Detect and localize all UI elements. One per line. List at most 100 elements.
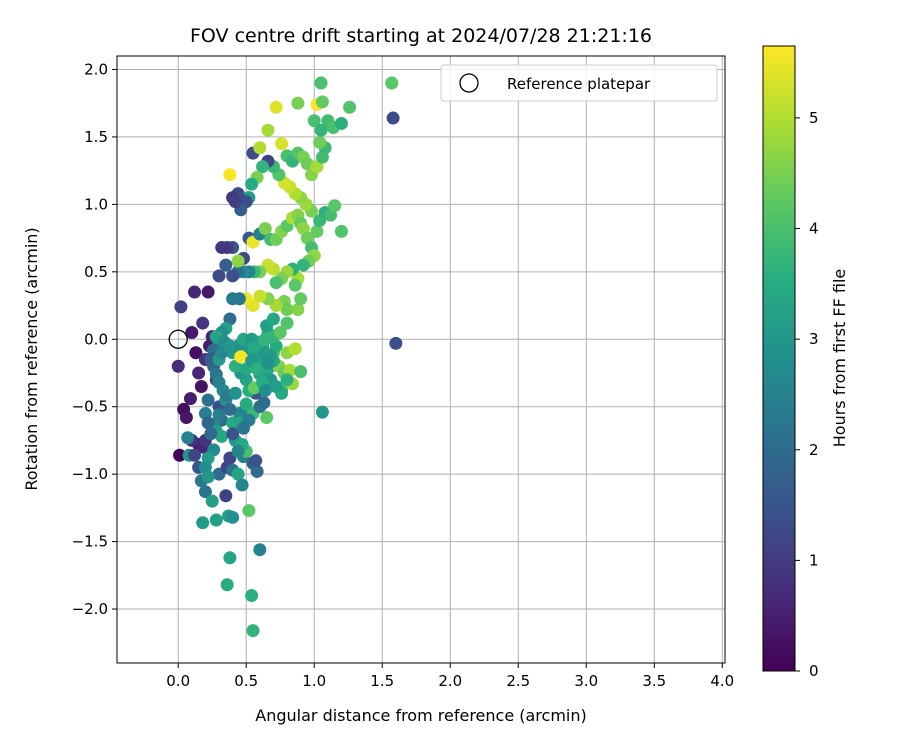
x-tick-label: 0.0 [166, 672, 190, 690]
data-point [294, 292, 308, 306]
data-point [223, 551, 237, 565]
data-point [215, 429, 229, 443]
data-points [168, 76, 403, 638]
data-point [179, 411, 193, 425]
data-point [226, 427, 240, 441]
x-tick-label: 1.0 [302, 672, 326, 690]
data-point [223, 339, 237, 353]
data-point [209, 513, 223, 527]
colorbar-tick-label: 4 [809, 220, 819, 238]
data-point [269, 379, 283, 393]
data-point [257, 396, 271, 410]
data-point [201, 470, 215, 484]
data-point [280, 316, 294, 330]
data-point [253, 289, 267, 303]
data-point [194, 379, 208, 393]
colorbar-ticks: 0 1 2 3 4 5 [795, 109, 819, 680]
data-point [280, 373, 294, 387]
colorbar-tick-label: 3 [809, 330, 819, 348]
data-point [226, 191, 240, 205]
data-point [343, 100, 357, 114]
legend-reference-marker [459, 73, 479, 93]
data-point [275, 137, 289, 151]
colorbar-tick-label: 1 [809, 551, 819, 569]
data-point [256, 160, 270, 174]
data-point [185, 326, 199, 340]
data-point [231, 467, 245, 481]
data-point [250, 464, 264, 478]
data-point [294, 365, 308, 379]
x-tick-label: 1.5 [370, 672, 394, 690]
data-point [280, 303, 294, 317]
data-point [226, 269, 240, 283]
legend-label: Reference platepar [507, 75, 651, 93]
data-point [288, 342, 302, 356]
data-point [226, 292, 240, 306]
y-tick-label: 1.0 [84, 195, 108, 213]
data-point [212, 269, 226, 283]
data-point [310, 224, 324, 238]
data-point [315, 95, 329, 109]
data-point [212, 408, 226, 422]
x-tick-label: 4.0 [710, 672, 734, 690]
data-point [188, 448, 202, 462]
data-point [291, 96, 305, 110]
data-point [220, 578, 234, 592]
data-point [174, 300, 188, 314]
data-point [223, 168, 237, 182]
data-point [201, 285, 215, 299]
data-point [236, 421, 250, 435]
data-point [314, 123, 328, 137]
data-point [231, 254, 245, 268]
legend: Reference platepar [440, 64, 718, 102]
data-point [296, 258, 310, 272]
data-point [183, 392, 197, 406]
data-point [201, 393, 215, 407]
data-point [386, 111, 400, 125]
data-point [198, 485, 212, 499]
y-tick-label: −1.0 [72, 465, 108, 483]
x-tick-label: 0.5 [234, 672, 258, 690]
data-point [258, 222, 272, 236]
data-point [245, 177, 259, 191]
data-point [189, 346, 203, 360]
data-point [307, 114, 321, 128]
data-point [234, 350, 248, 364]
x-tick-label: 3.0 [574, 672, 598, 690]
data-point [223, 402, 237, 416]
y-tick-label: 0.5 [84, 263, 108, 281]
y-tick-label: −2.0 [72, 600, 108, 618]
data-point [334, 116, 348, 130]
y-tick-label: −1.5 [72, 533, 108, 551]
data-point [247, 340, 261, 354]
data-point [204, 427, 218, 441]
colorbar-tick-label: 0 [809, 662, 819, 680]
x-axis-label: Angular distance from reference (arcmin) [255, 706, 586, 725]
data-point [171, 359, 185, 373]
data-point [313, 135, 327, 149]
y-axis-label: Rotation from reference (arcmin) [22, 227, 41, 490]
data-point [288, 278, 302, 292]
data-point [173, 448, 187, 462]
data-point [196, 516, 210, 530]
x-tick-label: 2.5 [506, 672, 530, 690]
data-point [261, 123, 275, 137]
y-tick-label: −0.5 [72, 398, 108, 416]
data-point [315, 405, 329, 419]
data-point [261, 357, 275, 371]
x-tick-label: 3.5 [642, 672, 666, 690]
data-point [239, 397, 253, 411]
data-point [266, 312, 280, 326]
data-point [269, 276, 283, 290]
colorbar-tick-label: 2 [809, 441, 819, 459]
data-point [235, 478, 249, 492]
data-point [181, 431, 195, 445]
data-point [188, 285, 202, 299]
data-point [328, 199, 342, 213]
data-point [205, 494, 219, 508]
colorbar-label: Hours from first FF file [830, 269, 849, 448]
y-tick-label: 2.0 [84, 60, 108, 78]
data-point [231, 444, 245, 458]
data-point [314, 76, 328, 90]
